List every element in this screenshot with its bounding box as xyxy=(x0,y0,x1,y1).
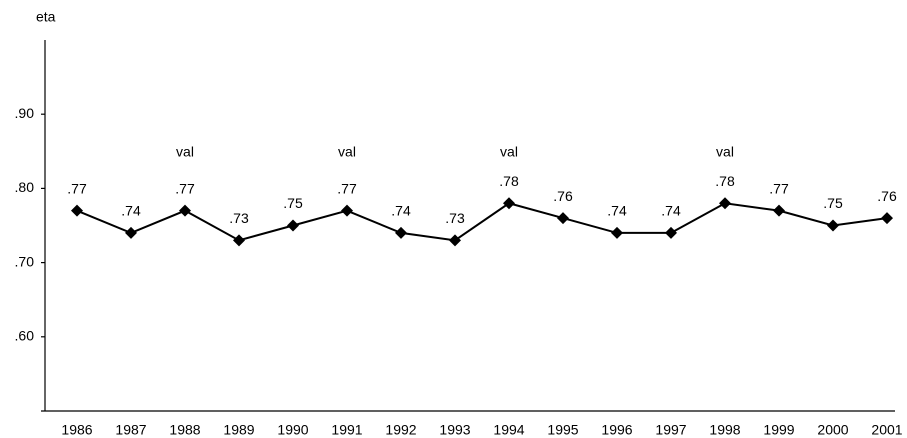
data-label: .73 xyxy=(229,210,249,226)
data-label: .77 xyxy=(175,180,195,196)
marker xyxy=(773,204,785,217)
x-tick-label: 1993 xyxy=(439,422,470,438)
data-label: .77 xyxy=(769,180,789,196)
data-label: .74 xyxy=(607,203,627,219)
marker xyxy=(341,204,353,217)
x-tick-label: 1992 xyxy=(385,422,416,438)
line xyxy=(76,202,888,242)
data-label: .73 xyxy=(445,210,465,226)
marker xyxy=(827,219,839,232)
marker xyxy=(503,197,515,210)
x-tick-label: 1990 xyxy=(277,422,308,438)
marker xyxy=(719,197,731,210)
x-tick-label: 1989 xyxy=(223,422,254,438)
x-tick-label: 1995 xyxy=(547,422,578,438)
marker xyxy=(881,212,893,225)
x-tick-label: 1999 xyxy=(763,422,794,438)
data-label: .77 xyxy=(67,180,87,196)
x-tick-label: 1988 xyxy=(169,422,200,438)
data-label: .74 xyxy=(661,203,681,219)
annotation: val xyxy=(716,144,734,160)
y-tick-label: .90 xyxy=(15,105,35,121)
data-label: .75 xyxy=(823,195,843,211)
marker xyxy=(179,204,191,217)
marker xyxy=(125,226,137,239)
y-tick-label: .80 xyxy=(15,179,35,195)
data-label: .74 xyxy=(121,203,141,219)
annotation: val xyxy=(338,144,356,160)
x-tick-label: 1987 xyxy=(115,422,146,438)
marker xyxy=(395,226,407,239)
marker xyxy=(287,219,299,232)
data-label: .76 xyxy=(877,188,897,204)
data-label: .78 xyxy=(715,173,735,189)
annotation: val xyxy=(176,144,194,160)
marker xyxy=(233,234,245,247)
marker xyxy=(557,212,569,225)
data-label: .74 xyxy=(391,203,411,219)
data-label: .78 xyxy=(499,173,519,189)
x-tick-label: 1986 xyxy=(61,422,92,438)
x-tick-label: 2001 xyxy=(871,422,902,438)
y-tick-label: .70 xyxy=(15,253,35,269)
x-tick-label: 1998 xyxy=(709,422,740,438)
y-tick-label: .60 xyxy=(15,328,35,344)
marker xyxy=(665,226,677,239)
marker xyxy=(71,204,83,217)
annotation: val xyxy=(500,144,518,160)
data-label: .77 xyxy=(337,180,357,196)
x-tick-label: 1994 xyxy=(493,422,524,438)
x-tick-label: 2000 xyxy=(817,422,848,438)
marker xyxy=(611,226,623,239)
x-tick-label: 1991 xyxy=(331,422,362,438)
marker xyxy=(449,234,461,247)
data-label: .75 xyxy=(283,195,303,211)
data-label: .76 xyxy=(553,188,573,204)
y-axis-label: eta xyxy=(36,9,56,25)
x-tick-label: 1997 xyxy=(655,422,686,438)
x-tick-label: 1996 xyxy=(601,422,632,438)
